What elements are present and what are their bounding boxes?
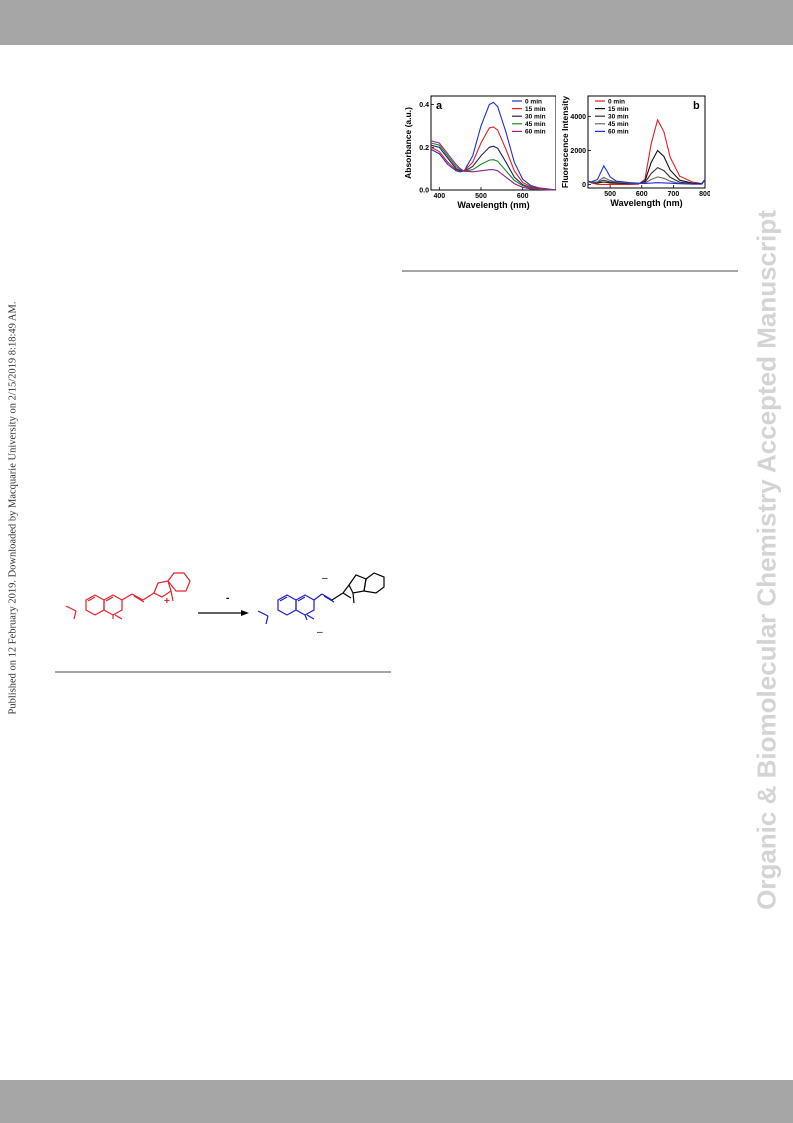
x-tick-label: 400 xyxy=(433,193,445,200)
fluorescence-chart: 500 600 700 800 0 2000 4000 Wavelength (nm) Fluo… xyxy=(560,95,710,208)
legend-label: 15 min xyxy=(608,106,629,113)
reaction-arrow xyxy=(198,610,249,616)
footer-bar xyxy=(0,1080,793,1123)
panel-label: b xyxy=(693,100,700,112)
series-line xyxy=(430,101,556,191)
journal-watermark-text: Organic & Biomolecular Chemistry Accepte… xyxy=(751,210,782,910)
x-tick-label: 500 xyxy=(604,191,616,198)
panel-label: a xyxy=(436,100,443,112)
legend-label: 30 min xyxy=(608,114,629,121)
legend-label: 45 min xyxy=(608,121,629,128)
legend-label: 30 min xyxy=(525,114,546,121)
y-tick-label: 0.0 xyxy=(419,188,429,195)
x-axis-label: Wavelength (nm) xyxy=(457,200,529,210)
y-tick-label: 2000 xyxy=(570,148,586,155)
product-charge-bottom: – xyxy=(317,627,323,638)
x-axis-label: Wavelength (nm) xyxy=(610,198,682,208)
product-indoline-ring xyxy=(331,572,385,604)
y-axis-label: Absorbance (a.u.) xyxy=(404,107,413,179)
legend-label: 0 min xyxy=(608,98,625,105)
header-bar xyxy=(0,0,793,45)
legend-label: 60 min xyxy=(608,129,629,136)
x-tick-label: 600 xyxy=(636,191,648,198)
figure-divider xyxy=(402,270,738,272)
plot-frame xyxy=(587,95,706,189)
legend-label: 15 min xyxy=(525,106,546,113)
y-tick-label: 0.4 xyxy=(419,102,429,109)
product-charge-top: – xyxy=(322,573,328,584)
reaction-scheme: + - – – xyxy=(65,572,385,638)
absorbance-chart: 400 500 600 0.0 0.2 0.4 Wavelength (nm) Absorba… xyxy=(404,95,556,210)
y-axis-label: Fluorescence Intensity xyxy=(560,96,570,188)
publication-note-text: Published on 12 February 2019. Downloade… xyxy=(7,301,19,715)
series-line xyxy=(587,164,706,185)
series-line xyxy=(430,126,556,191)
y-tick-label: 4000 xyxy=(570,114,586,121)
x-tick-label: 500 xyxy=(475,193,487,200)
scheme-divider xyxy=(55,671,391,673)
series-line xyxy=(430,144,556,191)
y-tick-label: 0 xyxy=(582,182,586,189)
x-tick-label: 700 xyxy=(668,191,680,198)
x-tick-label: 800 xyxy=(699,191,710,198)
product-indoline xyxy=(321,593,335,603)
series-line xyxy=(430,140,556,191)
product-structure xyxy=(257,593,323,625)
reactant-charge: + xyxy=(164,596,170,607)
y-tick-label: 0.2 xyxy=(419,145,429,152)
legend-label: 0 min xyxy=(525,98,542,105)
x-tick-label: 600 xyxy=(517,193,529,200)
reagent-label: - xyxy=(226,593,229,604)
reactant-structure xyxy=(65,572,191,620)
legend-label: 60 min xyxy=(525,129,546,136)
legend-label: 45 min xyxy=(525,121,546,128)
